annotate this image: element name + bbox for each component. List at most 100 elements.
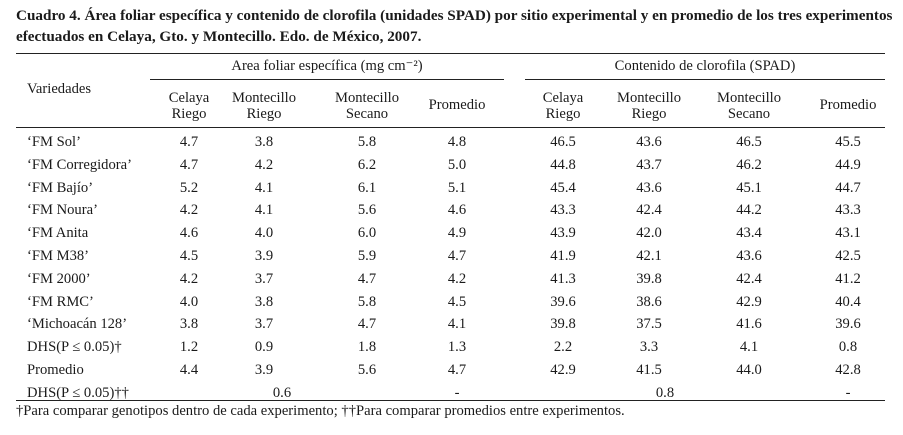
row-header: Variedades — [27, 81, 92, 97]
table-cell: 43.6 — [636, 134, 662, 150]
row-label: ‘FM Corregidora’ — [27, 156, 132, 173]
table-cell: 39.8 — [550, 316, 576, 333]
column-header: Celaya Riego — [134, 90, 244, 122]
column-header-line: Montecillo — [616, 90, 682, 106]
table-cell: 43.7 — [636, 156, 662, 173]
table-cell: 5.9 — [357, 248, 377, 264]
group1-header: Area foliar específica (mg cm⁻²) — [231, 58, 423, 74]
table-cell: 0.8 — [838, 339, 858, 356]
table-cell: 4.1 — [254, 202, 274, 219]
row-label: ‘FM Bajío’ — [27, 179, 94, 196]
table-caption: Cuadro 4. Área foliar específica y conte… — [16, 7, 893, 45]
row-label: ‘FM Noura’ — [27, 202, 98, 219]
footnote: †Para comparar genotipos dentro de cada … — [16, 403, 625, 419]
table-cell: 4.0 — [254, 225, 274, 242]
table-cell: 42.5 — [835, 248, 861, 264]
row-label: ‘FM 2000’ — [27, 270, 91, 287]
table-cell: 0.8 — [655, 384, 675, 401]
table-cell: 4.7 — [357, 316, 377, 333]
column-header-line: Montecillo — [716, 90, 782, 106]
table-cell: 43.9 — [550, 225, 576, 242]
table-cell: 0.6 — [272, 384, 292, 401]
table-cell: 4.6 — [447, 202, 467, 219]
table-cell: 42.1 — [636, 248, 662, 264]
table-cell: 2.2 — [553, 339, 573, 356]
column-header-line: Secano — [727, 106, 771, 122]
table-cell: 45.5 — [835, 134, 861, 150]
column-header-line: Riego — [246, 106, 282, 122]
table-cell: 3.8 — [179, 316, 199, 333]
table-cell: 43.6 — [636, 179, 662, 196]
table-cell: 5.2 — [179, 179, 199, 196]
row-label: Promedio — [27, 362, 84, 378]
table-cell: 0.9 — [254, 339, 274, 356]
table-cell: 43.1 — [835, 225, 861, 242]
table-cell: 4.2 — [179, 202, 199, 219]
column-header: Montecillo Riego — [209, 90, 319, 122]
table-cell: 41.9 — [550, 248, 576, 264]
row-label: ‘FM M38’ — [27, 248, 90, 264]
column-header: Montecillo Secano — [694, 90, 804, 122]
table-cell: 44.0 — [736, 362, 762, 378]
table-cell: 43.6 — [736, 248, 762, 264]
table-cell: 42.0 — [636, 225, 662, 242]
table-cell: 44.7 — [835, 179, 861, 196]
row-label: ‘Michoacán 128’ — [27, 316, 128, 333]
table-cell: - — [845, 384, 851, 401]
column-header: Promedio — [402, 97, 512, 113]
table-cell: 3.8 — [254, 293, 274, 310]
table-cell: 4.2 — [179, 270, 199, 287]
table-cell: 1.8 — [357, 339, 377, 356]
table-cell: 37.5 — [636, 316, 662, 333]
table-cell: 44.2 — [736, 202, 762, 219]
group2-rule — [525, 79, 885, 80]
table-cell: 42.8 — [835, 362, 861, 378]
table-cell: 6.0 — [357, 225, 377, 242]
column-header-line: Promedio — [428, 97, 486, 113]
column-header: Promedio — [793, 97, 903, 113]
column-header: Montecillo Secano — [312, 90, 422, 122]
row-label: DHS(P ≤ 0.05)†† — [27, 384, 129, 401]
top-rule — [16, 53, 885, 54]
table-cell: 5.8 — [357, 293, 377, 310]
table-cell: 3.9 — [254, 248, 274, 264]
column-header-line: Secano — [345, 106, 389, 122]
row-label: ‘FM RMC’ — [27, 293, 94, 310]
table-cell: 5.0 — [447, 156, 467, 173]
table-cell: 4.1 — [739, 339, 759, 356]
table-cell: 4.2 — [254, 156, 274, 173]
table-cell: 44.8 — [550, 156, 576, 173]
column-header-line: Montecillo — [231, 90, 297, 106]
table-cell: 4.7 — [447, 248, 467, 264]
table-cell: 5.6 — [357, 362, 377, 378]
group1-rule — [150, 79, 504, 80]
table-cell: 3.8 — [254, 134, 274, 150]
table-cell: 5.8 — [357, 134, 377, 150]
row-label: ‘FM Anita — [27, 225, 89, 242]
table-cell: 4.0 — [179, 293, 199, 310]
table-cell: 43.4 — [736, 225, 762, 242]
table-cell: 3.7 — [254, 270, 274, 287]
column-header-line: Celaya — [168, 90, 210, 106]
table-cell: 42.9 — [550, 362, 576, 378]
table-cell: 4.2 — [447, 270, 467, 287]
table-cell: 4.7 — [447, 362, 467, 378]
table-cell: 43.3 — [550, 202, 576, 219]
table-cell: 6.2 — [357, 156, 377, 173]
table-cell: 40.4 — [835, 293, 861, 310]
table-cell: 3.3 — [639, 339, 659, 356]
group2-header: Contenido de clorofila (SPAD) — [614, 58, 796, 74]
table-cell: 42.4 — [636, 202, 662, 219]
table-cell: - — [454, 384, 460, 401]
column-header-line: Riego — [545, 106, 581, 122]
table-cell: 44.9 — [835, 156, 861, 173]
table-cell: 4.1 — [447, 316, 467, 333]
column-header-line: Riego — [631, 106, 667, 122]
table-cell: 41.3 — [550, 270, 576, 287]
table-cell: 41.5 — [636, 362, 662, 378]
column-header-line: Promedio — [819, 97, 877, 113]
column-header-line: Celaya — [542, 90, 584, 106]
table-cell: 46.2 — [736, 156, 762, 173]
table-cell: 39.8 — [636, 270, 662, 287]
